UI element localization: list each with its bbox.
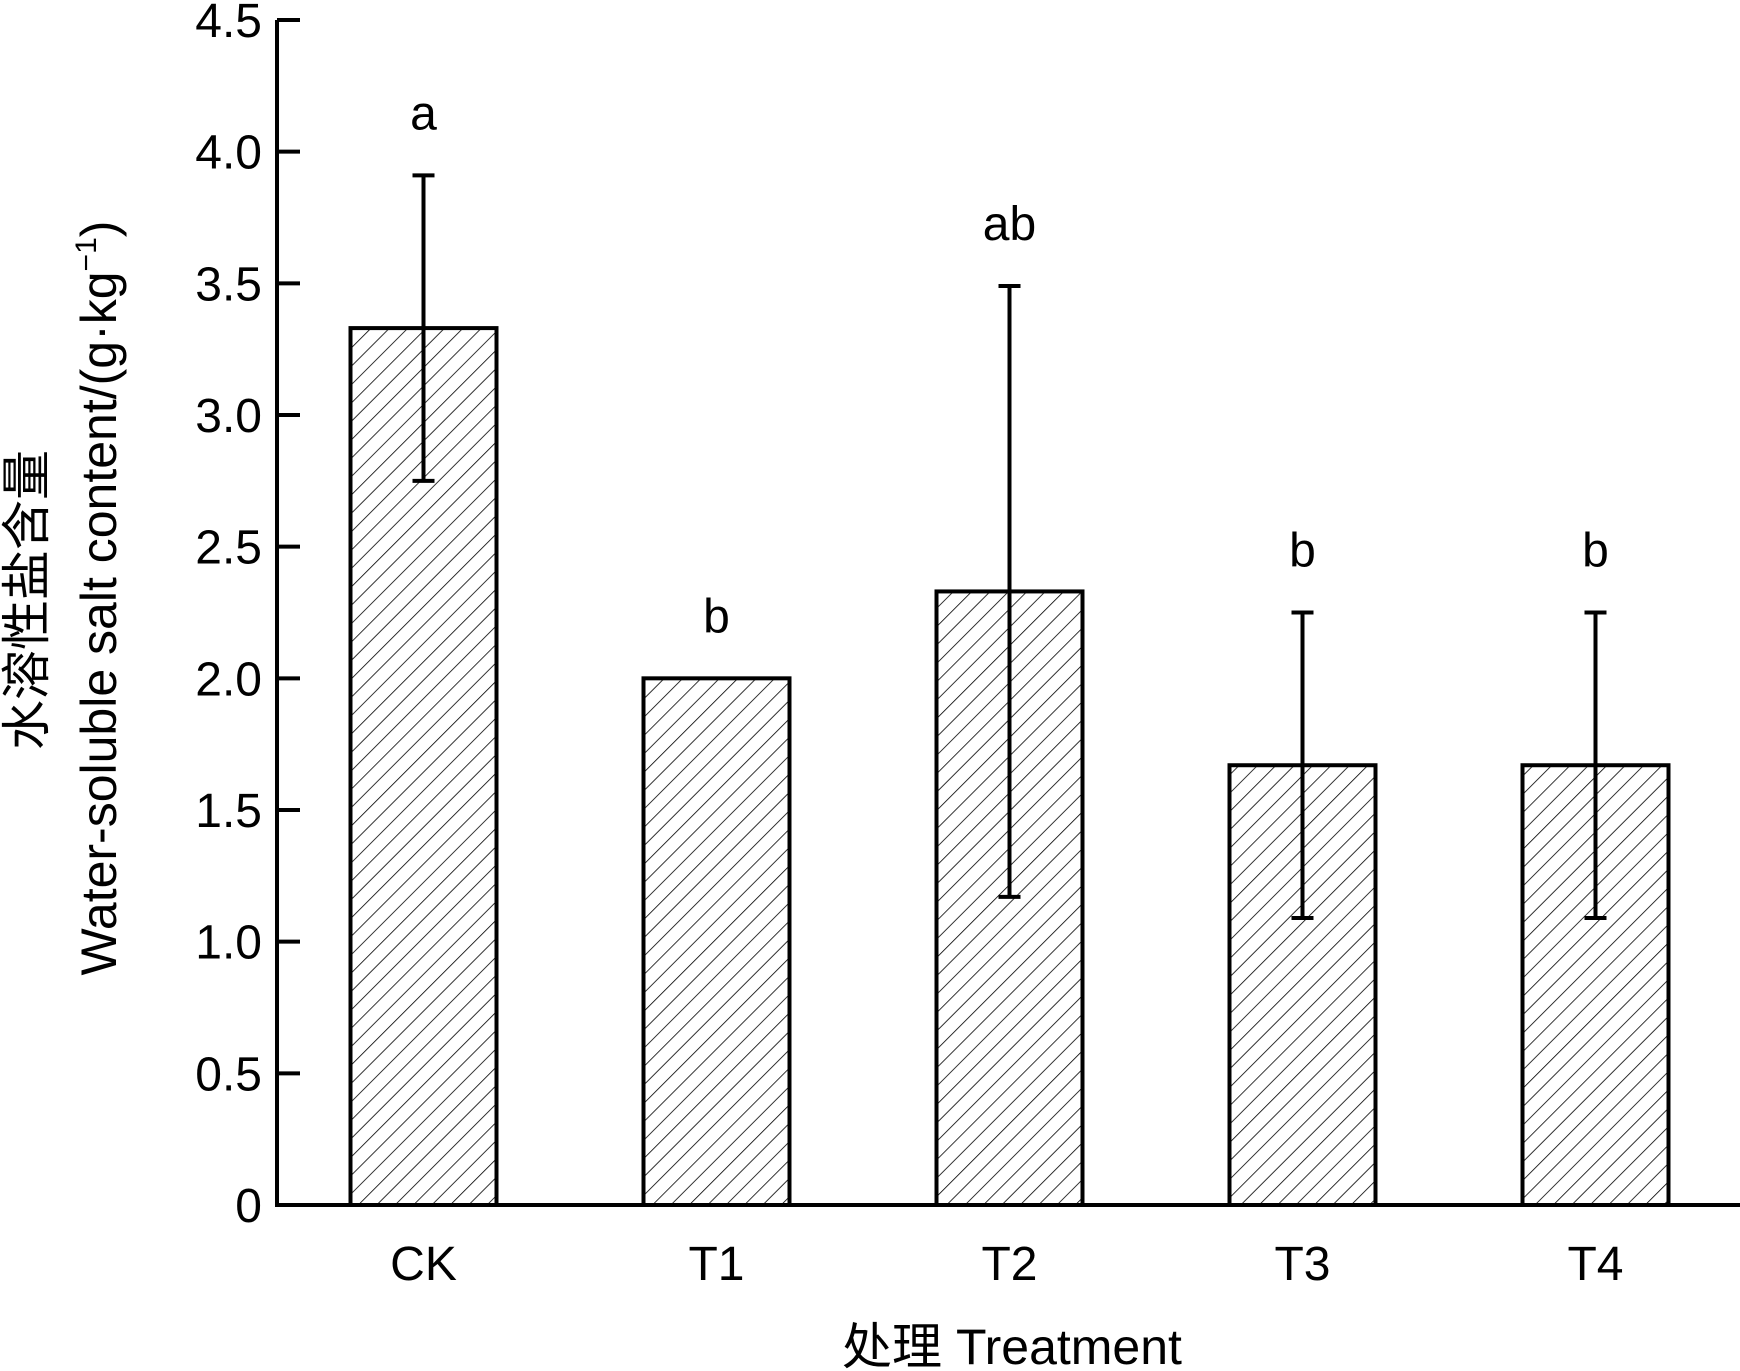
x-axis-title: 处理 Treatment <box>842 1319 1182 1371</box>
y-axis-title-en: Water-soluble salt content/(g·kg−1) <box>70 221 127 976</box>
y-tick-label-4: 2.0 <box>195 653 262 706</box>
y-tick-label-1: 0.5 <box>195 1048 262 1101</box>
bar-t3 <box>1227 763 1378 1207</box>
bar-t1 <box>641 676 792 1207</box>
y-tick-label-7: 3.5 <box>195 258 262 311</box>
y-axis-title-en-main: Water-soluble salt content/(g·kg <box>71 271 127 975</box>
y-tick-label-8: 4.0 <box>195 127 262 180</box>
significance-letter-t3: b <box>1289 525 1316 578</box>
x-tick-labels: CK T1 T2 T3 T4 <box>390 1238 1623 1291</box>
error-bars-layer <box>412 173 1607 920</box>
y-ticks <box>277 18 300 1207</box>
y-tick-labels: 0 0.5 1.0 1.5 2.0 2.5 3.0 3.5 4.0 4.5 <box>195 0 262 1233</box>
y-tick-label-2: 1.0 <box>195 917 262 970</box>
y-tick-label-3: 1.5 <box>195 785 262 838</box>
y-axis-title-cn: 水溶性盐含量 <box>0 450 55 750</box>
x-tick-label-ck: CK <box>390 1238 457 1291</box>
y-tick-label-0: 0 <box>235 1180 262 1233</box>
significance-letter-t4: b <box>1582 525 1609 578</box>
significance-letter-ck: a <box>410 87 437 140</box>
significance-letter-t1: b <box>703 590 730 643</box>
y-axis-title-en-superscript: −1 <box>70 237 103 271</box>
x-tick-label-t3: T3 <box>1274 1238 1330 1291</box>
x-tick-label-t1: T1 <box>688 1238 744 1291</box>
x-tick-label-t4: T4 <box>1567 1238 1623 1291</box>
y-axis-title-en-close: ) <box>71 221 127 238</box>
y-tick-label-5: 2.5 <box>195 522 262 575</box>
significance-letter-t2: ab <box>983 198 1036 251</box>
y-tick-label-6: 3.0 <box>195 390 262 443</box>
axes <box>275 20 1740 1207</box>
x-tick-label-t2: T2 <box>981 1238 1037 1291</box>
y-tick-label-9: 4.5 <box>195 0 262 48</box>
